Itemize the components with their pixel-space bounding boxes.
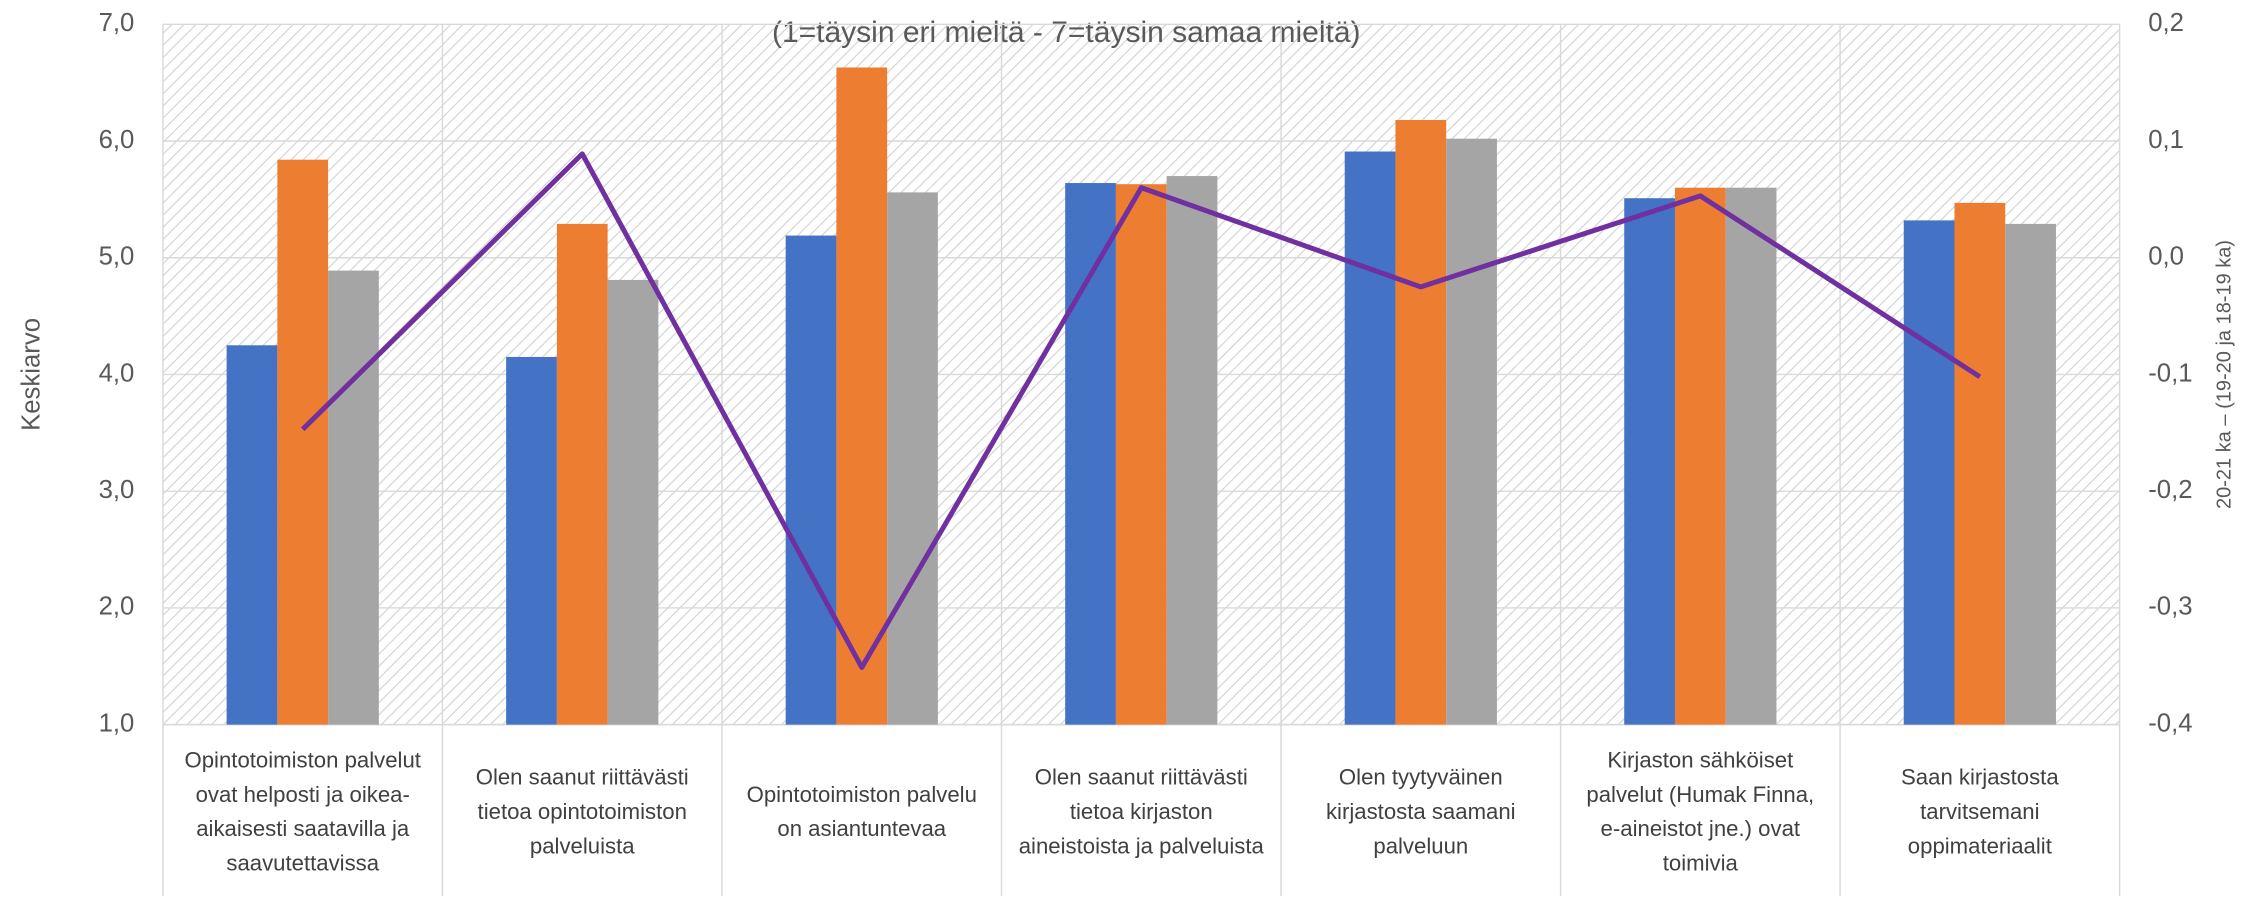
y-tick-label: 3,0 <box>99 476 135 504</box>
x-tick-label: Olen saanut riittävästi tietoa kirjaston… <box>1018 766 1264 859</box>
bar <box>785 235 837 725</box>
x-tick-label-box: Saan kirjastosta tarvitsemani oppimateri… <box>1901 766 2059 859</box>
y-tick-label: 4,0 <box>99 359 135 387</box>
x-tick-label-box: Opintotoimiston palvelu on asiantuntevaa <box>746 783 977 842</box>
bar <box>1166 176 1218 725</box>
bar <box>1725 187 1777 725</box>
x-tick-label: Opintotoimiston palvelut ovat helposti j… <box>184 748 421 877</box>
bar <box>2005 223 2056 725</box>
x-tick-label-box: Olen tyytyväinen kirjastosta saamani pal… <box>1325 766 1516 859</box>
y2-tick-label: -0,2 <box>2148 476 2192 504</box>
bar <box>226 345 278 725</box>
x-tick-label-box: Olen saanut riittävästi tietoa kirjaston… <box>1018 766 1264 859</box>
bar <box>836 67 888 725</box>
bar <box>506 356 557 725</box>
bar <box>556 223 608 725</box>
y2-tick-label: 0,0 <box>2148 243 2184 271</box>
bar <box>1674 187 1726 725</box>
y2-tick-label: 0,2 <box>2148 9 2184 37</box>
bar <box>1395 120 1447 725</box>
bar <box>1903 220 1955 725</box>
x-tick-label: Kirjaston sähköiset palvelut (Humak Finn… <box>1586 748 1815 877</box>
x-tick-label: Saan kirjastosta tarvitsemani oppimateri… <box>1901 766 2059 859</box>
bar <box>1065 183 1116 725</box>
y-axis-title: Keskiarvo <box>18 318 46 431</box>
y2-tick-label: -0,1 <box>2148 359 2192 387</box>
x-tick-label-box: Opintotoimiston palvelut ovat helposti j… <box>184 748 421 877</box>
x-tick-label-box: Kirjaston sähköiset palvelut (Humak Finn… <box>1586 748 1815 877</box>
y2-tick-label: -0,4 <box>2148 709 2192 737</box>
bar <box>1446 138 1497 725</box>
y-tick-label: 2,0 <box>99 593 135 621</box>
chart-subtitle: (1=täysin eri mieltä - 7=täysin samaa mi… <box>772 16 1361 49</box>
bar <box>1624 198 1675 725</box>
bar <box>1344 151 1396 725</box>
y2-tick-label: 0,1 <box>2148 126 2184 154</box>
bar <box>1954 202 2006 725</box>
bar <box>887 192 938 725</box>
y2-axis-title: 20-21 ka – (19-20 ja 18-19 ka) <box>2214 240 2236 509</box>
x-tick-label: Olen saanut riittävästi tietoa opintotoi… <box>475 766 689 859</box>
y2-tick-label: -0,3 <box>2148 593 2192 621</box>
y-tick-label: 5,0 <box>99 243 135 271</box>
bar <box>607 279 659 725</box>
x-tick-label: Opintotoimiston palvelu on asiantuntevaa <box>746 783 977 842</box>
y-tick-label: 7,0 <box>99 9 135 37</box>
bar <box>1115 184 1167 725</box>
x-tick-label-box: Olen saanut riittävästi tietoa opintotoi… <box>475 766 689 859</box>
y-tick-label: 6,0 <box>99 126 135 154</box>
bar <box>328 270 379 725</box>
line-series <box>300 151 1982 670</box>
bar <box>277 159 329 725</box>
y-tick-label: 1,0 <box>99 709 135 737</box>
x-tick-label: Olen tyytyväinen kirjastosta saamani pal… <box>1325 766 1516 859</box>
